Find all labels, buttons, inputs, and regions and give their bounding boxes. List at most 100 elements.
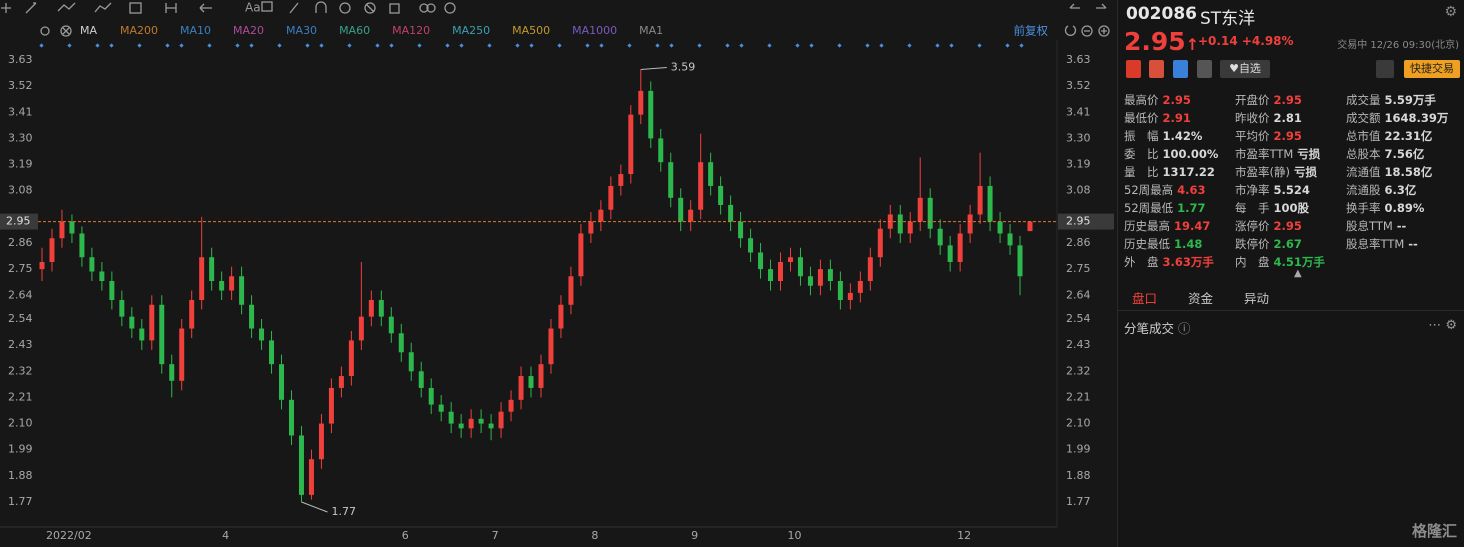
trade-button[interactable]: 快捷交易 — [1404, 60, 1460, 78]
icon[interactable] — [444, 2, 456, 14]
candle-body — [498, 411, 504, 429]
candle-body — [997, 221, 1003, 234]
candle-body — [857, 281, 863, 293]
icon[interactable] — [40, 26, 50, 36]
x-tick-label: 4 — [222, 529, 229, 542]
ma-label: MA60 — [339, 24, 370, 37]
stat: 历史最高 19.47 — [1124, 217, 1235, 235]
info[interactable]: ⓘ — [1178, 321, 1191, 336]
candle-body — [598, 209, 604, 222]
candle-body — [199, 257, 205, 301]
candle-body — [578, 233, 584, 277]
stat-label: 涨停价 — [1235, 219, 1270, 233]
icon[interactable] — [261, 1, 273, 12]
icon[interactable] — [199, 3, 212, 13]
candle-body — [947, 245, 953, 262]
stats-row: 委 比 100.00% 市盈率TTM 亏损 总股本 7.56亿 — [1124, 145, 1459, 163]
event-dot — [375, 43, 380, 48]
toolbar-icons — [1, 1, 1110, 37]
event-dot — [865, 43, 870, 48]
stat-label: 流通股 — [1346, 183, 1381, 197]
y-tick-label: 1.99 — [1066, 443, 1091, 456]
icon[interactable] — [1, 3, 11, 13]
stat-label: 股息率TTM — [1346, 237, 1405, 251]
icon[interactable] — [94, 2, 112, 13]
candle-body — [748, 238, 754, 253]
icon[interactable] — [389, 3, 400, 14]
icon[interactable] — [1069, 3, 1080, 9]
settings[interactable]: ⚙ — [1444, 4, 1457, 20]
stat-value: 100股 — [1273, 201, 1310, 215]
candle-body — [308, 459, 314, 495]
icon[interactable] — [364, 2, 376, 14]
last-price-label: 2.95 — [1066, 215, 1091, 228]
flag[interactable] — [1126, 60, 1141, 78]
y-tick-label-left: 2.10 — [8, 417, 33, 430]
icon[interactable] — [339, 2, 351, 14]
more[interactable]: ⋯ ⚙ — [1428, 318, 1457, 333]
y-tick-label: 2.32 — [1066, 364, 1091, 377]
stat: 开盘价 2.95 — [1235, 91, 1346, 109]
icon[interactable] — [1064, 25, 1077, 36]
stock-code: 002086 — [1126, 4, 1197, 24]
icon[interactable] — [60, 25, 72, 37]
candle-body — [328, 387, 334, 424]
indicator[interactable]: MA — [80, 24, 97, 37]
candle-body — [259, 328, 265, 341]
collapse[interactable]: ▲ — [1294, 268, 1302, 279]
stat: 52周最低 1.77 — [1124, 199, 1235, 217]
icon[interactable] — [57, 2, 76, 12]
stat-value: 4.51万手 — [1273, 255, 1325, 269]
stats-row: 最低价 2.91 昨收价 2.81 成交额 1648.39万 — [1124, 109, 1459, 127]
candle-body — [99, 271, 105, 281]
stat-value: 1.48 — [1174, 237, 1203, 251]
icon[interactable] — [1096, 3, 1107, 9]
event-dot — [1019, 43, 1024, 48]
icon[interactable] — [1081, 25, 1093, 37]
stat-label: 量 比 — [1124, 165, 1159, 179]
candle-body — [907, 221, 913, 234]
event-dot — [795, 43, 800, 48]
candle-body — [937, 228, 943, 246]
icon[interactable] — [1197, 60, 1212, 78]
icon[interactable] — [1149, 60, 1164, 78]
stat-value: 22.31亿 — [1384, 129, 1433, 143]
change: +0.14 +4.98% — [1198, 34, 1294, 48]
event-dot — [179, 43, 184, 48]
icon[interactable] — [25, 2, 37, 14]
icon[interactable] — [289, 2, 299, 14]
icon-text[interactable]: Aa — [245, 1, 261, 15]
stat-label: 内 盘 — [1235, 255, 1270, 269]
candle-body — [877, 228, 883, 258]
candle-body — [219, 281, 225, 291]
watch-button[interactable]: ♥自选 — [1220, 60, 1270, 78]
icon[interactable] — [1098, 25, 1110, 37]
y-tick-label: 1.77 — [1066, 495, 1091, 508]
stat-label: 最低价 — [1124, 111, 1159, 125]
tab[interactable]: 异动 — [1244, 291, 1270, 306]
event-dot — [249, 43, 254, 48]
tab[interactable]: 资金 — [1188, 291, 1214, 306]
event-dot — [235, 43, 240, 48]
candle-body — [159, 304, 165, 365]
alert[interactable] — [1376, 60, 1394, 78]
icon[interactable] — [165, 3, 177, 13]
high-pointer — [640, 67, 667, 71]
ma-label: MA1000 — [572, 24, 617, 37]
candle-body — [688, 209, 694, 222]
icon[interactable] — [129, 2, 142, 14]
event-dot — [949, 43, 954, 48]
candle-body — [588, 221, 594, 234]
adjust[interactable]: 前复权 — [1014, 24, 1049, 38]
candle-body — [768, 269, 774, 281]
tab[interactable]: 盘口 — [1132, 291, 1158, 306]
stat-value: -- — [1408, 237, 1418, 251]
icon[interactable] — [419, 3, 429, 13]
icon[interactable] — [315, 1, 327, 13]
candle-body — [149, 304, 155, 341]
y-tick-label-left: 2.75 — [8, 262, 33, 275]
stat-value: 1317.22 — [1162, 165, 1215, 179]
stat-label: 成交量 — [1346, 93, 1381, 107]
stat-label: 每 手 — [1235, 201, 1270, 215]
icon[interactable] — [1173, 60, 1188, 78]
